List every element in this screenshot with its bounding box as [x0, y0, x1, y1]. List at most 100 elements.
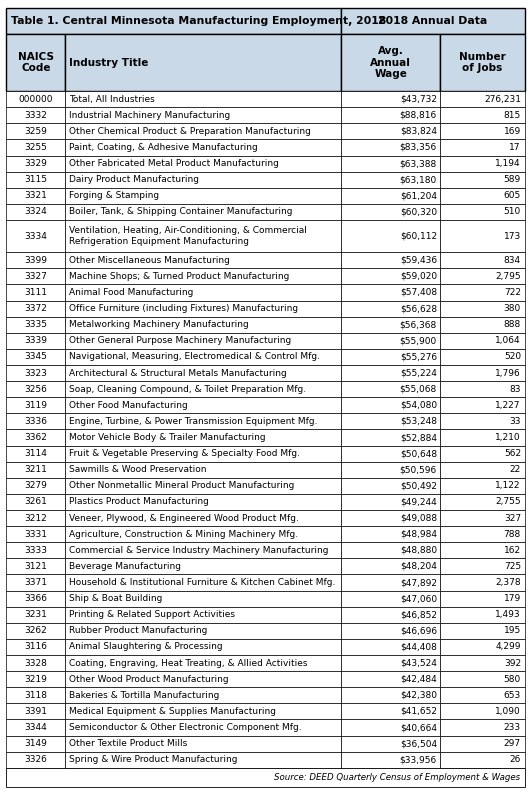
Bar — [440, 413, 525, 429]
Text: 3326: 3326 — [24, 755, 47, 764]
Text: 179: 179 — [504, 594, 521, 603]
Text: $55,276: $55,276 — [400, 353, 437, 362]
Text: $59,436: $59,436 — [400, 256, 437, 265]
Bar — [6, 123, 65, 140]
Bar — [6, 284, 65, 300]
Bar — [65, 300, 341, 316]
Bar — [341, 736, 440, 751]
Bar — [341, 575, 440, 591]
Bar — [6, 349, 65, 365]
Bar — [440, 300, 525, 316]
Bar — [6, 381, 65, 397]
Text: 888: 888 — [504, 320, 521, 329]
Bar — [440, 623, 525, 639]
Bar — [65, 526, 341, 542]
Bar — [6, 704, 65, 720]
Bar — [341, 349, 440, 365]
Text: $36,504: $36,504 — [400, 739, 437, 748]
Bar — [65, 140, 341, 156]
Bar — [65, 704, 341, 720]
Text: 3333: 3333 — [24, 546, 47, 554]
Bar — [6, 188, 65, 204]
Text: 2,378: 2,378 — [495, 578, 521, 587]
Text: Paint, Coating, & Adhesive Manufacturing: Paint, Coating, & Adhesive Manufacturing — [69, 143, 258, 152]
Bar — [440, 720, 525, 736]
Text: $48,204: $48,204 — [400, 562, 437, 571]
Text: 297: 297 — [504, 739, 521, 748]
Text: Sawmills & Wood Preservation: Sawmills & Wood Preservation — [69, 465, 207, 475]
Bar — [341, 526, 440, 542]
Bar — [341, 655, 440, 671]
Text: 392: 392 — [504, 659, 521, 667]
Bar — [341, 607, 440, 623]
Bar — [440, 542, 525, 558]
Text: Semiconductor & Other Electronic Component Mfg.: Semiconductor & Other Electronic Compone… — [69, 723, 302, 732]
Bar — [6, 332, 65, 349]
Text: 3372: 3372 — [24, 304, 47, 313]
Bar — [6, 365, 65, 381]
Text: $47,892: $47,892 — [400, 578, 437, 587]
Text: $54,080: $54,080 — [400, 401, 437, 410]
Text: 3323: 3323 — [24, 369, 47, 378]
Bar — [6, 478, 65, 494]
Text: 3366: 3366 — [24, 594, 47, 603]
Text: 3321: 3321 — [24, 191, 47, 200]
Bar — [341, 107, 440, 123]
Text: $49,244: $49,244 — [400, 497, 437, 507]
Bar — [65, 558, 341, 575]
Bar — [65, 720, 341, 736]
Bar — [65, 751, 341, 767]
Text: $43,732: $43,732 — [400, 94, 437, 103]
Bar — [440, 107, 525, 123]
Text: $55,224: $55,224 — [400, 369, 437, 378]
Bar — [65, 107, 341, 123]
Text: Ventilation, Heating, Air-Conditioning, & Commercial
Refrigeration Equipment Man: Ventilation, Heating, Air-Conditioning, … — [69, 227, 307, 246]
Text: 3118: 3118 — [24, 691, 47, 700]
Text: 3327: 3327 — [24, 272, 47, 281]
Bar — [440, 671, 525, 688]
Bar — [341, 462, 440, 478]
Text: Other Fabricated Metal Product Manufacturing: Other Fabricated Metal Product Manufactu… — [69, 159, 279, 168]
Text: $42,380: $42,380 — [400, 691, 437, 700]
Bar — [65, 253, 341, 268]
Bar — [440, 220, 525, 253]
Text: $63,388: $63,388 — [400, 159, 437, 168]
Text: 3399: 3399 — [24, 256, 47, 265]
Bar — [341, 188, 440, 204]
Bar — [65, 123, 341, 140]
Bar — [440, 34, 525, 91]
Bar — [341, 445, 440, 462]
Text: Agriculture, Construction & Mining Machinery Mfg.: Agriculture, Construction & Mining Machi… — [69, 529, 298, 539]
Text: $33,956: $33,956 — [400, 755, 437, 764]
Bar — [341, 429, 440, 445]
Bar — [65, 575, 341, 591]
Text: 3329: 3329 — [24, 159, 47, 168]
Text: Other General Purpose Machinery Manufacturing: Other General Purpose Machinery Manufact… — [69, 337, 292, 345]
Text: Other Miscellaneous Manufacturing: Other Miscellaneous Manufacturing — [69, 256, 230, 265]
Bar — [65, 349, 341, 365]
Text: 834: 834 — [504, 256, 521, 265]
Text: 3255: 3255 — [24, 143, 47, 152]
Bar — [65, 655, 341, 671]
Text: 3114: 3114 — [24, 449, 47, 458]
Text: 3334: 3334 — [24, 232, 47, 240]
Text: Rubber Product Manufacturing: Rubber Product Manufacturing — [69, 626, 208, 635]
Bar — [6, 413, 65, 429]
Text: Soap, Cleaning Compound, & Toilet Preparation Mfg.: Soap, Cleaning Compound, & Toilet Prepar… — [69, 385, 306, 394]
Bar — [6, 156, 65, 172]
Bar — [65, 204, 341, 220]
Text: Animal Food Manufacturing: Animal Food Manufacturing — [69, 288, 193, 297]
Text: $40,664: $40,664 — [400, 723, 437, 732]
Bar — [65, 365, 341, 381]
Text: Number
of Jobs: Number of Jobs — [459, 52, 506, 73]
Bar — [65, 494, 341, 510]
Bar — [6, 767, 525, 787]
Text: Forging & Stamping: Forging & Stamping — [69, 191, 159, 200]
Text: 3332: 3332 — [24, 111, 47, 119]
Bar — [6, 575, 65, 591]
Bar — [6, 8, 341, 34]
Text: $53,248: $53,248 — [400, 417, 437, 426]
Text: 3256: 3256 — [24, 385, 47, 394]
Text: $42,484: $42,484 — [400, 675, 437, 684]
Text: $61,204: $61,204 — [400, 191, 437, 200]
